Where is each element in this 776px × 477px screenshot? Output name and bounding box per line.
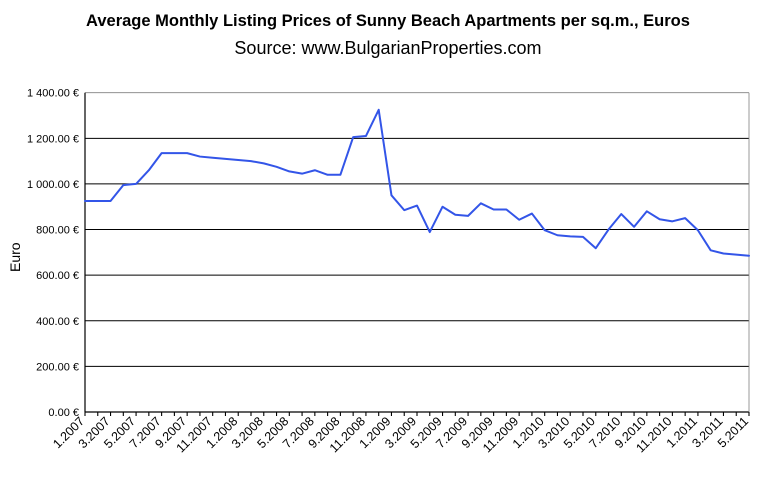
svg-text:1 000.00 €: 1 000.00 € [27,179,79,191]
svg-text:1 200.00 €: 1 200.00 € [27,133,79,145]
svg-text:800.00 €: 800.00 € [36,225,79,237]
svg-text:1 400.00 €: 1 400.00 € [27,88,79,100]
svg-text:600.00 €: 600.00 € [36,270,79,282]
svg-text:200.00 €: 200.00 € [36,361,79,373]
svg-text:400.00 €: 400.00 € [36,316,79,328]
